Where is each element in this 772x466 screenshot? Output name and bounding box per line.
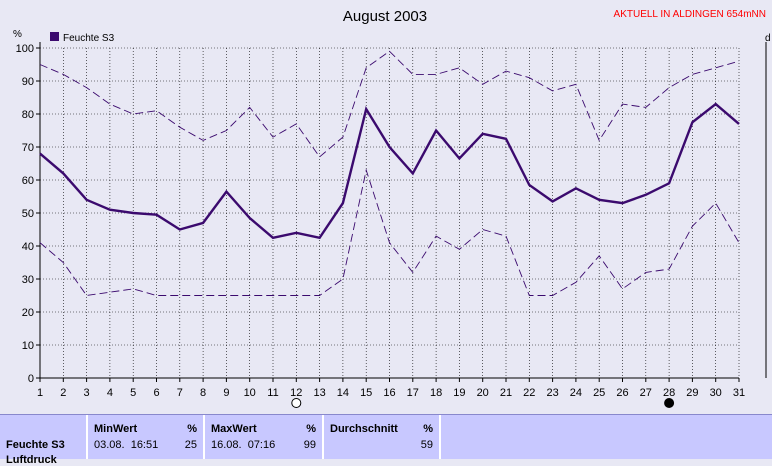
full-moon-icon (291, 398, 302, 408)
stats-label-cell: Feuchte S3 Luftdruck (0, 415, 88, 466)
max-header: MaxWert (211, 423, 257, 435)
min-header: MinWert (94, 423, 138, 435)
stats-row-label: Feuchte S3 (6, 439, 65, 451)
x-tick-label: 8 (200, 387, 206, 399)
x-tick-labels: 1 2 3 4 5 6 7 8 9 10 11 12 13 14 15 16 17 18 19 20 21 22 23 24 2… (37, 387, 745, 399)
x-tick-label: 22 (523, 387, 535, 399)
x-tick-label: 4 (107, 387, 113, 399)
series-line-2 (39, 168, 740, 296)
y-tick-label: 50 (22, 208, 34, 220)
y-tick-label: 40 (22, 241, 34, 253)
series-line-0 (39, 102, 740, 240)
moon-markers (291, 398, 675, 408)
x-tick-label: 3 (84, 387, 90, 399)
y-tick-label: 10 (22, 340, 34, 352)
x-tick-label: 27 (640, 387, 652, 399)
y-tick-label: 90 (22, 76, 34, 88)
x-tick-label: 1 (37, 387, 43, 399)
avg-unit: % (423, 423, 433, 435)
max-datetime: 16.08. 07:16 (211, 439, 276, 451)
avg-value: 59 (420, 439, 433, 451)
series-lines (39, 50, 740, 296)
y-tick-label: 0 (28, 373, 34, 385)
series-line-1 (39, 50, 740, 158)
x-tick-label: 7 (177, 387, 183, 399)
x-tick-label: 31 (733, 387, 745, 399)
x-tick-label: 23 (546, 387, 558, 399)
avg-header: Durchschnitt (330, 423, 398, 435)
stats-panel: Feuchte S3 Luftdruck MinWert % 03.08. 16… (0, 414, 772, 466)
x-tick-label: 20 (477, 387, 489, 399)
x-tick-label: 14 (337, 387, 349, 399)
max-unit: % (306, 423, 316, 435)
x-tick-label: 15 (360, 387, 372, 399)
x-tick-label: 19 (453, 387, 465, 399)
min-cell: MinWert % 03.08. 16:51 25 (88, 415, 205, 459)
y-tick-label: 70 (22, 142, 34, 154)
y-tick-labels: 0 10 20 30 40 50 60 70 80 90 100 (16, 43, 34, 385)
x-tick-label: 11 (267, 387, 278, 399)
x-tick-label: 6 (153, 387, 159, 399)
humidity-chart: August 2003 % d 0 10 20 30 40 50 60 70 80 90 100 1… (13, 8, 771, 408)
x-tick-label: 21 (500, 387, 512, 399)
axes (36, 42, 767, 382)
x-tick-label: 29 (686, 387, 698, 399)
min-datetime: 03.08. 16:51 (94, 439, 159, 451)
station-info: AKTUELL IN ALDINGEN 654mNN (613, 9, 766, 20)
stats-row-label-2: Luftdruck (6, 454, 57, 466)
max-value: 99 (303, 439, 316, 451)
new-moon-icon (664, 398, 675, 408)
y-tick-label: 20 (22, 307, 34, 319)
legend: Feuchte S3 (50, 32, 115, 44)
min-value: 25 (184, 439, 197, 451)
x-tick-label: 16 (383, 387, 395, 399)
y-tick-label: 30 (22, 274, 34, 286)
avg-cell: Durchschnitt % 59 (324, 415, 441, 459)
x-tick-label: 18 (430, 387, 442, 399)
max-cell: MaxWert % 16.08. 07:16 99 (205, 415, 324, 459)
right-axis-label: d (765, 33, 771, 44)
y-tick-label: 80 (22, 109, 34, 121)
x-tick-label: 13 (313, 387, 325, 399)
y-axis-label: % (13, 29, 22, 40)
x-tick-label: 28 (663, 387, 675, 399)
x-tick-label: 25 (593, 387, 605, 399)
chart-title: August 2003 (343, 8, 427, 25)
legend-swatch (50, 32, 59, 41)
x-tick-label: 10 (244, 387, 256, 399)
x-tick-label: 17 (407, 387, 419, 399)
x-tick-label: 24 (570, 387, 582, 399)
x-tick-label: 2 (60, 387, 66, 399)
x-tick-label: 5 (130, 387, 136, 399)
legend-label: Feuchte S3 (63, 33, 115, 44)
min-unit: % (187, 423, 197, 435)
y-tick-label: 60 (22, 175, 34, 187)
x-tick-label: 26 (616, 387, 628, 399)
x-tick-label: 9 (223, 387, 229, 399)
grid (40, 47, 740, 378)
x-tick-label: 30 (710, 387, 722, 399)
x-tick-label: 12 (290, 387, 302, 399)
y-tick-label: 100 (16, 43, 34, 55)
